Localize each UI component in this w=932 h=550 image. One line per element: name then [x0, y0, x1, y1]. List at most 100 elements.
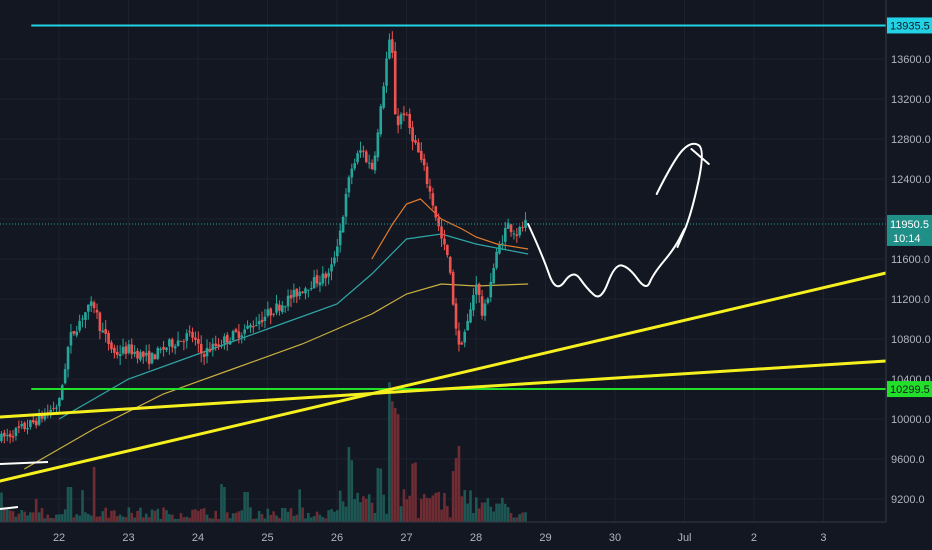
volume-bar [0, 492, 3, 522]
candle-body [419, 150, 423, 160]
candle-body [127, 344, 131, 353]
candle-body [252, 326, 255, 328]
volume-bar [92, 467, 96, 522]
candle-body [5, 435, 9, 437]
candle-body [95, 309, 99, 313]
candle-body [29, 420, 32, 428]
candle-body [414, 140, 417, 143]
candle-body [315, 275, 319, 284]
volume-bar [318, 514, 322, 522]
candle-body [231, 331, 235, 341]
volume-bar [385, 513, 388, 522]
volume-bar [84, 512, 87, 522]
candle-body [376, 132, 380, 158]
volume-bar [330, 508, 333, 522]
candle-body [437, 217, 440, 227]
volume-bar [121, 516, 125, 522]
volume-bar [364, 498, 368, 522]
volume-bar [75, 514, 79, 522]
volume-bar [176, 518, 180, 522]
candle-body [512, 233, 516, 235]
volume-bar [228, 518, 232, 522]
candle-body [318, 282, 322, 286]
volume-bar [260, 514, 264, 522]
volume-bar [142, 517, 145, 522]
candle-body [434, 206, 438, 218]
volume-bar [43, 518, 47, 522]
edge-mark [0, 461, 49, 465]
volume-bar [503, 503, 507, 522]
candle-body [14, 427, 18, 436]
volume-bar [202, 508, 206, 522]
volume-bar [95, 516, 99, 522]
trendlines [0, 271, 888, 483]
candle-body [8, 433, 12, 437]
candle-body [194, 337, 197, 340]
volume-bar [495, 503, 498, 522]
volume-bar [139, 507, 142, 522]
volume-bar [521, 512, 524, 522]
volume-bar [301, 507, 304, 522]
volume-bar [101, 511, 105, 522]
volume-bar [506, 507, 510, 522]
volume-bar [3, 507, 6, 522]
candle-body [281, 305, 284, 313]
candle-body [518, 227, 522, 236]
projection-drawing [0, 142, 710, 510]
time-tick-label: 27 [400, 532, 412, 544]
candle-body [327, 272, 330, 277]
candle-body [176, 340, 180, 347]
candle-body [278, 304, 281, 311]
candle-body [309, 288, 313, 290]
candle-body [379, 106, 383, 135]
volume-bar [393, 407, 397, 522]
candle-body [501, 243, 504, 245]
candle-body [324, 273, 328, 279]
volume-bar [211, 518, 215, 522]
volume-bar [17, 513, 21, 522]
volume-bar [509, 513, 513, 522]
volume-bar [405, 499, 409, 522]
volume-bar [107, 517, 110, 522]
candle-body [428, 185, 432, 192]
candle-body [162, 346, 165, 350]
price-tick-label: 9200.0 [891, 494, 925, 506]
time-axis[interactable]: 22 23 24 25 26 27 28 29 30 Jul 2 3 [0, 521, 932, 550]
candle-body [150, 352, 154, 364]
volume-bar [501, 497, 504, 522]
candle-body [275, 303, 278, 313]
volume-bar [486, 498, 490, 522]
price-axis[interactable]: 13600.013200.012800.012400.012000.011600… [885, 0, 932, 550]
volume-bar [52, 518, 55, 522]
candle-body [359, 150, 362, 153]
volume-bar [150, 509, 154, 522]
volume-bar [156, 508, 160, 522]
candle-body [205, 347, 209, 357]
volume-bar [49, 517, 52, 522]
candle-body [283, 306, 287, 308]
volume-bar [359, 502, 362, 522]
volume-bar [162, 507, 165, 522]
volume-bar [231, 513, 235, 522]
volume-bar [60, 514, 64, 522]
candle-body [257, 321, 261, 325]
candle-body [474, 284, 478, 295]
candle-body [240, 335, 244, 338]
volume-bar [379, 468, 383, 522]
candle-body [60, 385, 64, 400]
volume-bar [115, 516, 119, 522]
volume-bar [411, 463, 414, 522]
volume-bar [14, 516, 18, 522]
volume-bar [434, 492, 438, 522]
candle-body [220, 345, 223, 347]
candle-body [477, 283, 481, 295]
volume-bars [0, 382, 527, 522]
candle-body [153, 354, 157, 360]
candle-body [87, 304, 90, 312]
candle-body [142, 351, 145, 357]
time-axis-background [0, 522, 932, 550]
candle-body [211, 343, 215, 351]
candle-body [52, 408, 55, 410]
candle-body [405, 114, 409, 116]
price-tick-label: 9600.0 [891, 454, 925, 466]
